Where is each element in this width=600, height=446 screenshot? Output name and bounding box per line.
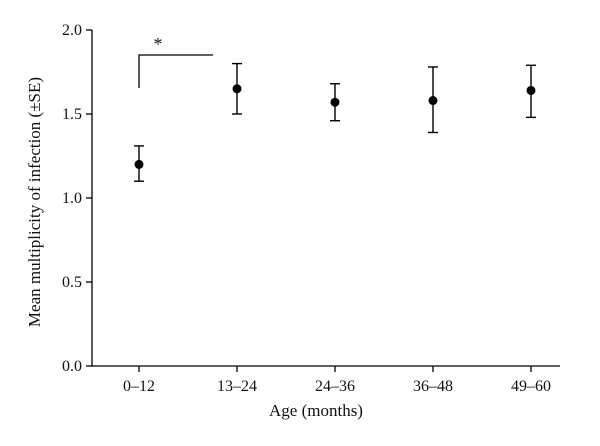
significance-star: *	[154, 34, 163, 54]
y-tick-label: 0.0	[62, 358, 82, 375]
data-point	[330, 97, 340, 107]
data-point	[134, 159, 144, 169]
x-tick-label: 0–12	[123, 378, 155, 395]
axes	[91, 30, 560, 367]
significance-annotation: *	[138, 34, 213, 88]
y-axis-label: Mean multiplicity of infection (±SE)	[25, 77, 44, 327]
data-point	[428, 96, 438, 106]
y-ticks: 0.0 0.5 1.0 1.5 2.0	[62, 22, 92, 375]
x-axis-label: Age (months)	[269, 401, 363, 420]
y-tick-label: 1.0	[62, 190, 82, 207]
x-tick-label: 49–60	[511, 378, 551, 395]
x-ticks: 0–12 13–24 24–36 36–48 49–60	[123, 366, 551, 395]
significance-bracket	[138, 54, 213, 88]
y-tick-label: 1.5	[62, 106, 82, 123]
data-point	[232, 84, 242, 94]
x-tick-label: 13–24	[217, 378, 257, 395]
data-point	[526, 85, 536, 95]
x-tick-label: 36–48	[413, 378, 453, 395]
data-marks	[134, 62, 536, 182]
x-tick-label: 24–36	[315, 378, 355, 395]
y-tick-label: 0.5	[62, 274, 82, 291]
y-tick-label: 2.0	[62, 22, 82, 39]
